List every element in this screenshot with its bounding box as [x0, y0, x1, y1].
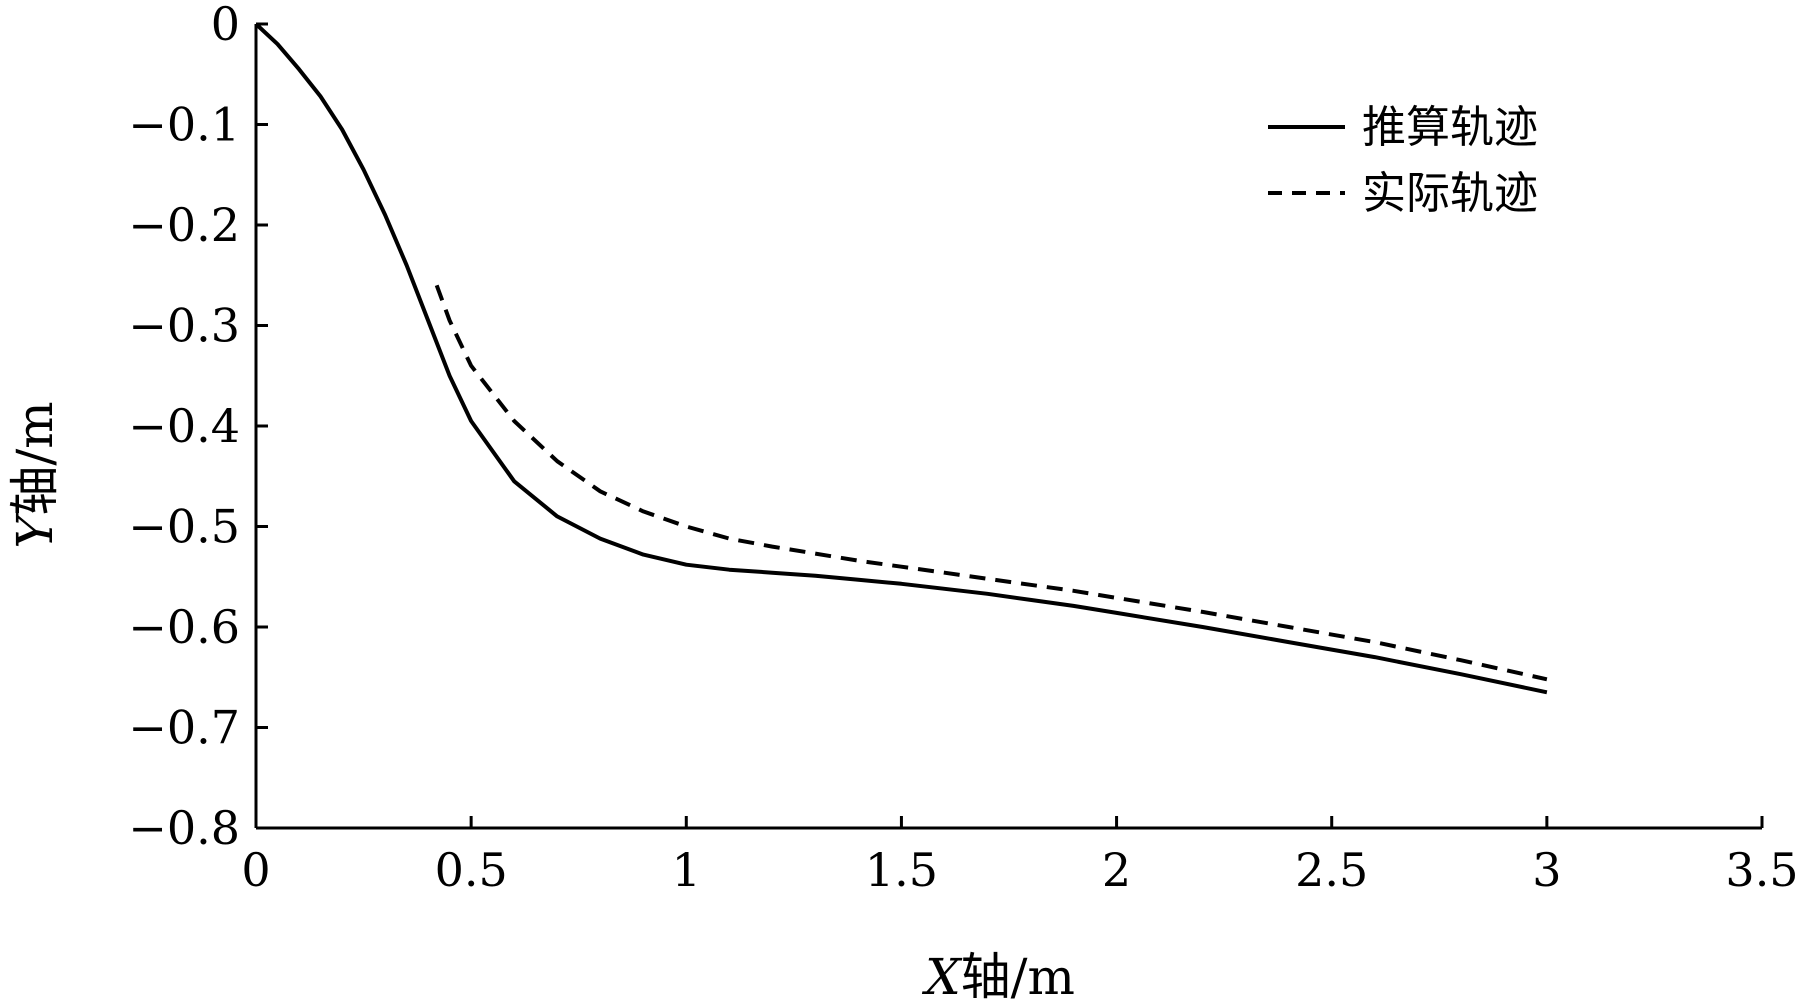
x-tick-label: 2	[1102, 843, 1131, 897]
y-axis-title: Y轴/m	[6, 401, 64, 548]
x-tick-label: 2.5	[1295, 843, 1368, 897]
y-tick-label: −0.6	[128, 600, 240, 654]
legend-label-actual: 实际轨迹	[1362, 168, 1538, 219]
series-line-actual	[434, 284, 1548, 682]
series-layer	[254, 22, 1548, 695]
y-axis-title-unit: 轴/m	[6, 401, 64, 515]
series-line-estimated	[254, 22, 1548, 695]
x-axis-ticks: 0 0.5 1 1.5 2 2.5 3 3.5	[241, 816, 1799, 897]
y-tick-label: −0.3	[128, 299, 240, 353]
y-tick-label: 0	[211, 0, 240, 51]
y-tick-label: −0.5	[128, 500, 240, 554]
x-tick-label: 1	[672, 843, 701, 897]
x-axis-title: X轴/m	[921, 948, 1075, 1004]
y-axis-title-var: Y	[6, 512, 64, 549]
y-tick-label: −0.1	[128, 98, 240, 152]
x-tick-label: 3	[1532, 843, 1561, 897]
x-axis-title-unit: 轴/m	[961, 948, 1075, 1004]
x-tick-label: 0	[241, 843, 270, 897]
y-tick-label: −0.4	[128, 399, 240, 453]
x-axis-title-var: X	[921, 948, 963, 1004]
legend-label-estimated: 推算轨迹	[1362, 102, 1538, 153]
x-tick-label: 1.5	[865, 843, 938, 897]
legend: 推算轨迹 实际轨迹	[1268, 102, 1538, 219]
y-axis-ticks: 0 −0.1 −0.2 −0.3 −0.4 −0.5 −0.6 −0.7 −0.8	[128, 0, 268, 855]
y-tick-label: −0.7	[128, 701, 240, 755]
y-tick-label: −0.8	[128, 801, 240, 855]
x-tick-label: 3.5	[1725, 843, 1798, 897]
y-tick-label: −0.2	[128, 198, 240, 252]
x-tick-label: 0.5	[435, 843, 508, 897]
